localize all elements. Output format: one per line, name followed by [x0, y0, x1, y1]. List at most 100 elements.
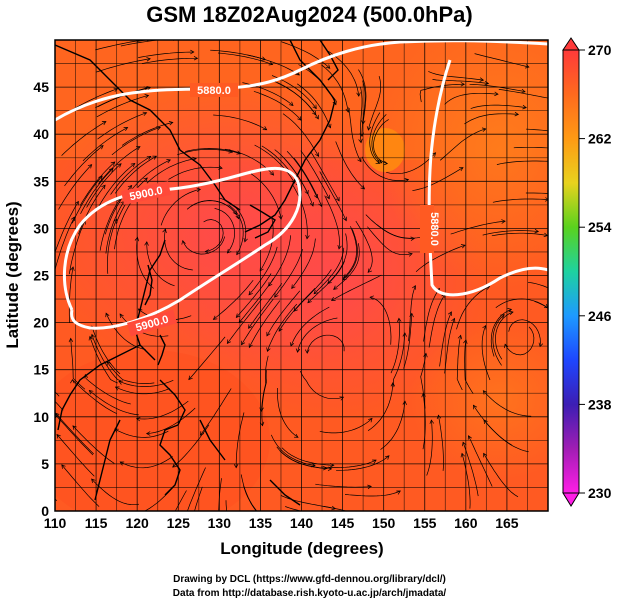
streamline [86, 163, 122, 208]
streamline-arrow [482, 324, 487, 330]
streamline [276, 446, 327, 469]
streamline [498, 89, 548, 99]
streamline [55, 413, 94, 456]
streamline-arrow [367, 484, 372, 490]
streamline-arrow [360, 184, 366, 190]
streamline [225, 500, 227, 511]
streamline-arrow [309, 201, 315, 207]
streamline [261, 355, 269, 412]
y-tick-label: 25 [33, 268, 49, 284]
streamline-arrow [166, 159, 171, 164]
streamline [285, 506, 303, 511]
streamline-arrow [226, 339, 232, 344]
streamline [91, 334, 122, 382]
streamline [164, 229, 193, 271]
streamline [248, 300, 281, 348]
streamline [98, 146, 141, 185]
y-tick-label: 40 [33, 126, 49, 142]
streamline [439, 311, 452, 367]
streamline-arrow [293, 433, 299, 438]
y-axis-ticks: 0 5 10 15 20 25 30 35 40 45 [33, 79, 49, 519]
colorbar-label: 270 [588, 42, 612, 58]
streamline-arrow [423, 352, 428, 358]
streamline [236, 273, 272, 318]
streamline [95, 58, 151, 73]
streamline-arrow [507, 308, 513, 313]
streamline [527, 281, 548, 289]
x-tick-label: 160 [454, 515, 478, 531]
x-tick-label: 110 [44, 515, 67, 531]
streamline [492, 314, 505, 366]
streamline [253, 91, 302, 121]
streamline-arrow [402, 332, 407, 337]
streamline [114, 155, 157, 194]
streamline-arrow [408, 252, 413, 257]
streamline [525, 192, 548, 194]
x-tick-label: 155 [413, 515, 437, 531]
streamline [61, 464, 100, 507]
streamline [99, 198, 121, 251]
streamline [114, 428, 169, 438]
streamline [107, 218, 118, 274]
streamline-arrow [48, 347, 52, 351]
streamline [259, 217, 274, 272]
streamline-arrow [358, 138, 363, 144]
streamline [310, 152, 340, 202]
streamline-arrow [330, 296, 336, 301]
streamline-arrow [113, 87, 119, 92]
streamline-arrow [193, 55, 199, 61]
streamline-arrow [162, 228, 167, 234]
streamline [89, 390, 139, 416]
streamline-arrow [429, 419, 434, 424]
streamline [248, 283, 283, 329]
streamline-arrow [99, 145, 104, 150]
streamline-arrow [235, 313, 241, 318]
streamline [168, 166, 223, 180]
streamline-arrow [135, 416, 141, 422]
streamline [58, 164, 92, 210]
streamline-arrow [268, 281, 273, 287]
streamline [315, 483, 372, 488]
streamline [177, 148, 233, 156]
streamline [106, 361, 155, 384]
streamline-arrow [501, 219, 506, 224]
wind-streamlines [48, 35, 548, 511]
streamline [321, 459, 377, 468]
y-tick-label: 5 [41, 456, 49, 472]
streamline-arrow [295, 348, 301, 353]
streamline [266, 290, 301, 337]
streamline-arrow [109, 168, 114, 173]
streamline-arrow [117, 163, 122, 168]
streamline [267, 303, 298, 352]
x-tick-label: 120 [125, 515, 149, 531]
streamline-arrow [460, 244, 466, 249]
x-tick-label: 115 [85, 515, 108, 531]
streamline-arrow [462, 441, 467, 447]
streamline [120, 40, 162, 47]
streamline [491, 232, 548, 237]
streamline-arrow [315, 152, 320, 158]
streamline-arrow [101, 184, 106, 190]
streamline-arrow [304, 349, 310, 354]
streamline [281, 447, 334, 466]
streamline [432, 79, 489, 84]
streamline-arrow [325, 194, 330, 200]
streamline [213, 279, 254, 320]
streamline [120, 456, 173, 469]
streamline-arrow [56, 433, 61, 439]
streamline [439, 128, 486, 161]
streamline-arrow [383, 160, 389, 166]
x-tick-label: 150 [372, 515, 396, 531]
streamline [428, 294, 446, 348]
streamline-arrow [522, 104, 527, 110]
streamline-arrow [127, 184, 133, 190]
streamline [365, 214, 415, 239]
streamline [241, 298, 274, 345]
streamline-arrow [494, 91, 499, 97]
streamline [335, 141, 365, 190]
streamline-arrow [396, 490, 401, 495]
streamline [343, 226, 357, 278]
streamline-arrow [190, 35, 194, 39]
streamline-arrow [266, 331, 271, 337]
coastlines [55, 40, 339, 506]
